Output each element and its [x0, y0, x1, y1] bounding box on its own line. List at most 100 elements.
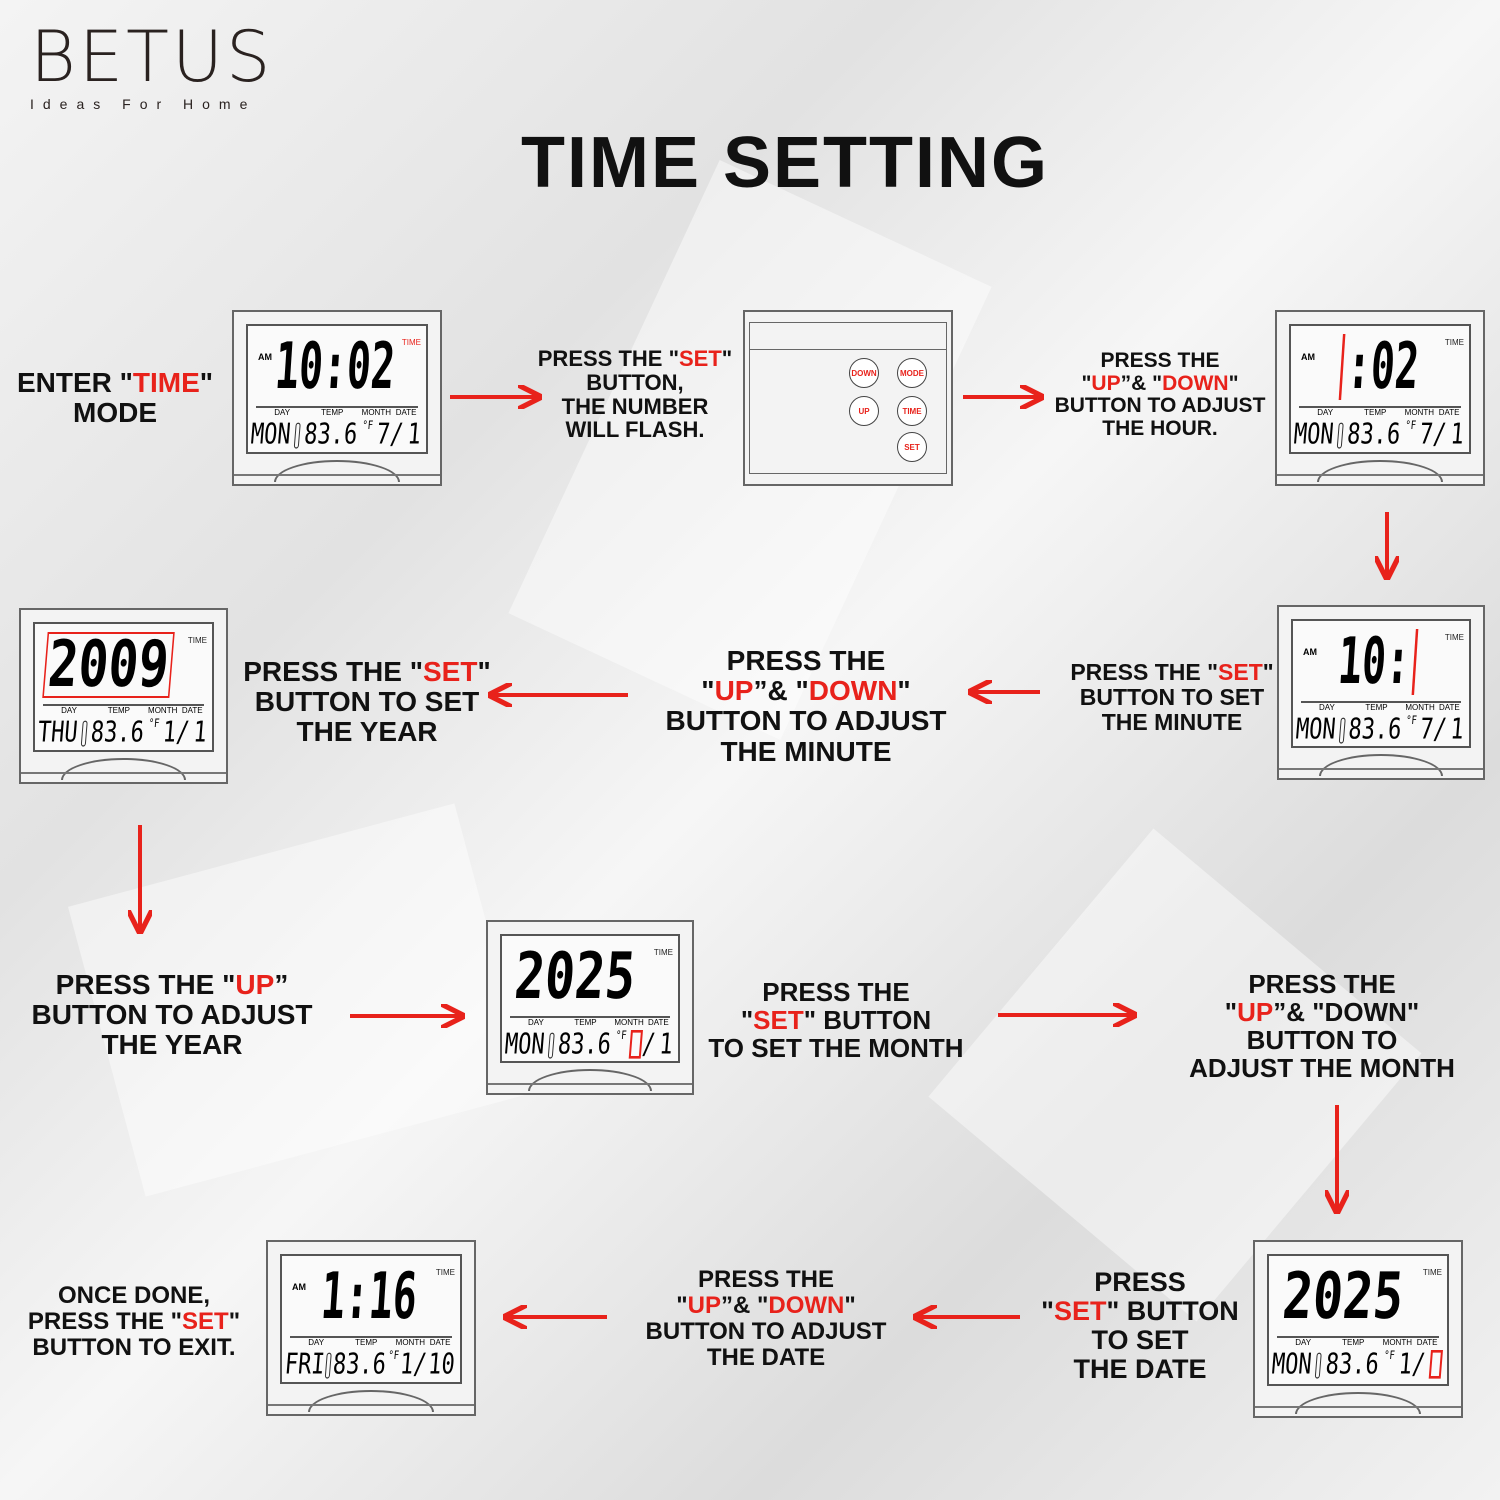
- instruction-line: PRESS THE: [1189, 970, 1455, 998]
- field-values: FRI 83.6 °F 1/10: [283, 1349, 456, 1382]
- lcd-screen: TIME 2025 DAY TEMP MONTH DATE MON 83.6 °F 1/: [1267, 1254, 1449, 1386]
- text-segment: BUTTON TO EXIT.: [32, 1333, 236, 1361]
- label-temp: TEMP: [321, 408, 344, 417]
- highlight-word: SET: [679, 346, 722, 371]
- text-segment: ": [1081, 371, 1092, 395]
- instruction-line: PRESS THE: [1055, 349, 1266, 373]
- field-labels: DAY TEMP MONTH DATE: [258, 408, 420, 418]
- thermometer-icon: [547, 1032, 555, 1059]
- label-temp: TEMP: [355, 1338, 378, 1347]
- thermometer-icon: [1338, 717, 1346, 744]
- text-segment: ”& ": [1120, 371, 1163, 395]
- button-mode[interactable]: MODE: [897, 358, 927, 388]
- date-value: 10: [427, 1349, 456, 1382]
- temp-value: 83.6: [302, 418, 359, 452]
- text-segment: PRESS THE: [726, 645, 886, 676]
- am-indicator: AM: [292, 1282, 306, 1292]
- day-value: MON: [1294, 713, 1337, 747]
- main-digits: 2025: [1280, 1260, 1406, 1334]
- clock-base: [488, 1083, 692, 1093]
- temp-value: 83.6: [89, 716, 146, 750]
- highlight-word: UP: [1237, 997, 1274, 1028]
- clock-back-panel: DOWN MODE UP TIME SET: [743, 310, 953, 486]
- text-segment: PRESS THE ": [55, 969, 236, 1000]
- instruction-line: THE YEAR: [243, 717, 491, 747]
- instruction-line: MODE: [17, 398, 213, 428]
- text-segment: ": [1228, 371, 1239, 395]
- instruction-line: ADJUST THE MONTH: [1189, 1054, 1455, 1082]
- text-segment: BUTTON,: [586, 369, 684, 395]
- slash: /: [1410, 1348, 1427, 1382]
- brand-logo: BETUS Ideas For Home: [30, 22, 274, 112]
- instruction-adjust-minute: PRESS THE "UP”& "DOWN" BUTTON TO ADJUST THE…: [665, 645, 946, 767]
- instruction-line: PRESS: [1041, 1267, 1239, 1297]
- instruction-line: BUTTON,: [538, 369, 732, 395]
- button-down[interactable]: DOWN: [849, 358, 879, 388]
- lcd-divider: [1277, 1336, 1439, 1338]
- text-segment: WILL FLASH.: [565, 417, 705, 443]
- month-value: 7/: [1419, 714, 1448, 746]
- highlight-word: SET: [1218, 659, 1263, 685]
- text-segment: THE YEAR: [101, 1029, 243, 1061]
- panel-face: [749, 322, 947, 474]
- thermometer-icon: [1315, 1352, 1323, 1379]
- text-segment: ": [199, 367, 214, 398]
- clock-display-minute-flash: AM TIME 10: DAY TEMP MONTH DATE MON 83.6 °F 7/1: [1277, 605, 1485, 780]
- label-month: MONTH: [395, 1338, 425, 1347]
- text-segment: BUTTON TO: [1246, 1025, 1398, 1056]
- slash: /: [1431, 418, 1448, 452]
- text-segment: ": [1041, 1296, 1054, 1327]
- am-indicator: AM: [1301, 352, 1315, 362]
- highlight-word: UP: [235, 969, 275, 1000]
- text-segment: ENTER ": [16, 367, 133, 398]
- instruction-line: "SET" BUTTON: [1041, 1297, 1239, 1326]
- label-day: DAY: [528, 1018, 544, 1027]
- text-segment: THE DATE: [706, 1343, 826, 1371]
- lcd-divider: [1299, 406, 1461, 408]
- panel-top-strip: [749, 322, 947, 350]
- temp-value: 83.6: [556, 1028, 613, 1062]
- slash: /: [174, 716, 191, 750]
- text-segment: PRESS: [1094, 1267, 1186, 1297]
- field-values: MON 83.6 °F /1: [503, 1028, 674, 1062]
- instruction-line: "UP”& "DOWN": [646, 1292, 887, 1319]
- lcd-divider: [256, 406, 418, 408]
- instruction-line: THE MINUTE: [665, 735, 946, 767]
- temp-unit: °F: [361, 420, 374, 433]
- text-segment: BUTTON TO ADJUST: [1054, 394, 1266, 418]
- button-time[interactable]: TIME: [897, 396, 927, 426]
- instruction-line: "UP”& "DOWN": [1189, 998, 1455, 1026]
- instruction-line: THE DATE: [1041, 1355, 1239, 1384]
- label-day: DAY: [308, 1338, 325, 1347]
- temp-value: 83.6: [1347, 713, 1403, 747]
- instruction-line: TO SET THE MONTH: [708, 1034, 963, 1062]
- text-segment: " BUTTON: [803, 1005, 932, 1036]
- date-digit: 1: [1449, 713, 1466, 747]
- text-segment: ”& ": [753, 675, 809, 707]
- time-indicator: TIME: [435, 1268, 455, 1277]
- digits: 2009: [42, 628, 175, 702]
- instruction-set-year: PRESS THE "SET" BUTTON TO SET THE YEAR: [243, 656, 491, 748]
- thermometer-icon: [80, 720, 88, 747]
- clock-display-hour-flash: AM TIME:02 DAY TEMP MONTH DATE MON 83.6 °F 7/1: [1275, 310, 1485, 486]
- instruction-line: "SET" BUTTON: [708, 1006, 963, 1034]
- slash: /: [640, 1028, 657, 1062]
- instruction-line: PRESS THE "UP”: [31, 969, 312, 1000]
- button-set[interactable]: SET: [897, 432, 927, 462]
- clock-display-done: AM TIME 1:16 DAY TEMP MONTH DATE FRI 83.6 °F 1/10: [266, 1240, 476, 1416]
- month-value: 7/: [375, 419, 404, 452]
- day-value: MON: [503, 1028, 546, 1062]
- logo-tagline: Ideas For Home: [30, 96, 257, 112]
- text-segment: THE MINUTE: [720, 735, 892, 767]
- field-values: MON 83.6 °F 1/: [1270, 1348, 1443, 1382]
- text-segment: PRESS THE ": [27, 1307, 182, 1335]
- label-date: DATE: [181, 706, 203, 715]
- label-temp: TEMP: [574, 1018, 597, 1027]
- lcd-screen: AM TIME 10: DAY TEMP MONTH DATE MON 83.6 °F 7/1: [1291, 619, 1471, 748]
- flashing-date-box: [1428, 1350, 1443, 1379]
- lcd-screen: TIME 2009 DAY TEMP MONTH DATE THU 83.6 °F 1/1: [33, 622, 214, 752]
- label-month: MONTH: [361, 408, 391, 417]
- button-up[interactable]: UP: [849, 396, 879, 426]
- main-digits: 10:: [1336, 625, 1419, 699]
